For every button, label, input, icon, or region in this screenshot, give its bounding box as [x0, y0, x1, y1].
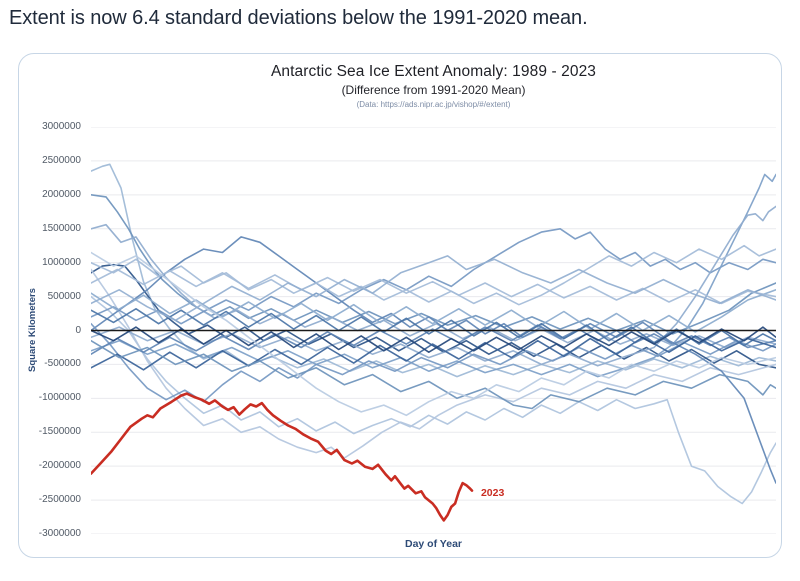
year-line-blue-08 [91, 236, 776, 349]
y-tick-label: -2500000 [38, 494, 81, 506]
y-tick-label: -2000000 [38, 460, 81, 472]
year-line-blue-09 [91, 173, 776, 378]
chart-source-note: (Data: https://ads.nipr.ac.jp/vishop/#/e… [356, 100, 511, 109]
year-line-blue-15 [91, 308, 776, 347]
chart-title: Antarctic Sea Ice Extent Anomaly: 1989 -… [270, 63, 597, 80]
y-tick-label: 2000000 [42, 188, 81, 200]
y-axis-ticks: 3000000 2500000 2000000 1500000 1000000 50000… [19, 121, 81, 539]
y-tick-label: -1500000 [38, 426, 81, 438]
plot-svg [91, 127, 776, 534]
x-axis-title: Day of Year [404, 538, 462, 550]
y-tick-label: -1000000 [38, 392, 81, 404]
year-line-blue-10 [91, 205, 776, 367]
chart-title-block: Antarctic Sea Ice Extent Anomaly: 1989 -… [91, 63, 776, 109]
page-heading: Extent is now 6.4 standard deviations be… [9, 7, 588, 29]
highlight-line-2023 [91, 392, 474, 522]
year-line-blue-16 [91, 335, 776, 371]
year-line-blue-21 [91, 251, 776, 417]
y-tick-label: -3000000 [38, 528, 81, 539]
year-line-blue-18 [91, 268, 776, 305]
year-line-blue-13 [91, 322, 776, 403]
chart-subtitle: (Difference from 1991-2020 Mean) [341, 83, 526, 97]
year-line-blue-05 [91, 295, 776, 505]
year-line-blue-04 [91, 263, 776, 369]
y-tick-label: 2500000 [42, 154, 81, 166]
year-line-blue-20 [91, 339, 776, 410]
y-tick-label: 1500000 [42, 222, 81, 234]
y-tick-label: 3000000 [42, 121, 81, 132]
year-line-blue-19 [91, 255, 776, 322]
chart-card: Antarctic Sea Ice Extent Anomaly: 1989 -… [18, 53, 782, 558]
year-line-blue-01 [91, 163, 776, 378]
year-line-blue-12 [91, 289, 776, 333]
year-line-blue-17 [91, 326, 776, 353]
series-label-2023: 2023 [480, 486, 505, 499]
y-tick-label: 500000 [47, 290, 81, 302]
y-tick-label: 0 [75, 324, 81, 336]
y-tick-label: -500000 [44, 358, 81, 370]
year-line-blue-06 [91, 268, 776, 459]
y-tick-label: 1000000 [42, 256, 81, 268]
